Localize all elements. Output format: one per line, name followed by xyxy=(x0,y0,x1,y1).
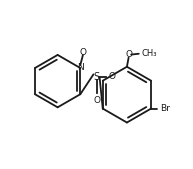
Text: O: O xyxy=(126,50,133,59)
Text: O: O xyxy=(109,72,116,81)
Text: S: S xyxy=(93,72,100,82)
Text: O: O xyxy=(79,48,86,57)
Text: CH₃: CH₃ xyxy=(142,49,157,58)
Text: Br: Br xyxy=(160,104,170,113)
Text: N: N xyxy=(77,63,84,72)
Text: O: O xyxy=(93,96,100,105)
